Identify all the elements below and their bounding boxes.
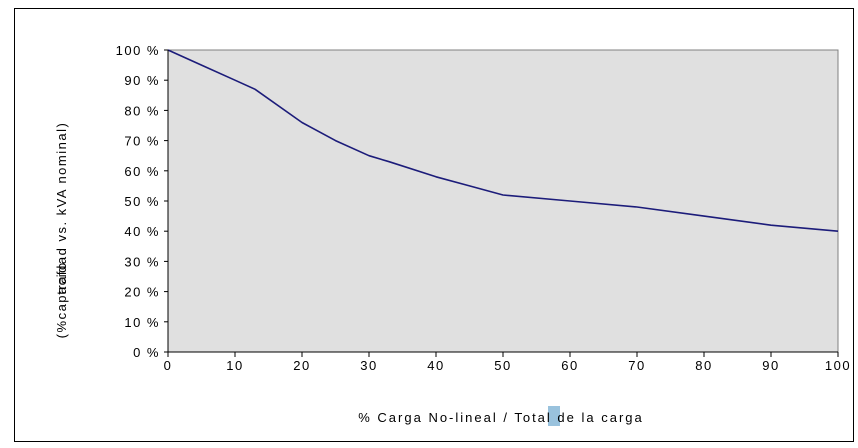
y-tick-label: 60 % [124,164,160,179]
x-tick-label: 40 [427,358,444,373]
y-axis-label: (%capacidad vs. kVA nominal) [54,122,69,339]
x-tick-label: 50 [494,358,511,373]
text-selection-highlight [548,406,560,426]
y-tick-label: 50 % [124,194,160,209]
y-tick-label: 80 % [124,103,160,118]
x-tick-label: 60 [561,358,578,373]
x-tick-label: 30 [360,358,377,373]
x-tick-label: 90 [762,358,779,373]
x-tick-label: 10 [226,358,243,373]
x-tick-label: 20 [293,358,310,373]
y-tick-label: 100 % [116,43,160,58]
x-tick-label: 100 [825,358,851,373]
y-tick-label: 40 % [124,224,160,239]
x-axis-label: % Carga No-lineal / Total de la carga [358,410,644,425]
x-tick-label: 70 [628,358,645,373]
y-tick-label: 20 % [124,285,160,300]
series-line-0 [167,49,839,232]
y-tick-label: 10 % [124,315,160,330]
y-tick-label: 90 % [124,73,160,88]
plot-area [167,49,839,353]
x-tick-label: 0 [164,358,173,373]
y-axis-label-overlap: trafo [54,261,69,295]
y-tick-label: 70 % [124,134,160,149]
y-tick-label: 30 % [124,254,160,269]
y-tick-label: 0 % [133,345,160,360]
x-tick-label: 80 [695,358,712,373]
